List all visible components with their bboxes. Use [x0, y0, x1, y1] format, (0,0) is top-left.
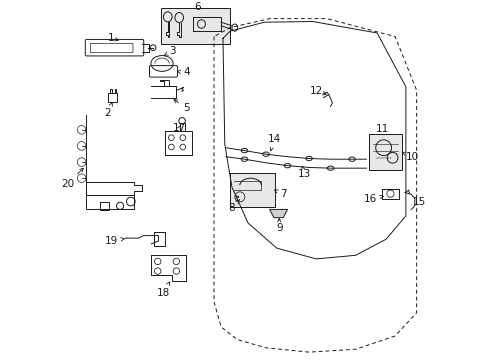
Text: 9: 9 [275, 219, 282, 233]
Text: 2: 2 [104, 103, 112, 118]
Text: 10: 10 [402, 152, 418, 162]
FancyBboxPatch shape [368, 135, 402, 170]
Text: 4: 4 [177, 67, 190, 77]
Text: 19: 19 [105, 236, 124, 246]
Text: 5: 5 [174, 100, 190, 113]
FancyBboxPatch shape [160, 8, 230, 44]
Text: 8: 8 [227, 200, 239, 213]
Text: 11: 11 [375, 124, 388, 134]
Polygon shape [269, 210, 287, 218]
Text: 16: 16 [363, 194, 383, 204]
Text: 18: 18 [156, 282, 169, 298]
Text: 3: 3 [164, 46, 176, 56]
Text: 12: 12 [309, 86, 325, 96]
Text: 7: 7 [274, 189, 286, 199]
Text: 13: 13 [298, 166, 311, 179]
Text: 17: 17 [172, 123, 185, 133]
Text: 15: 15 [411, 197, 425, 207]
Text: 6: 6 [194, 2, 201, 12]
Text: 1: 1 [107, 33, 118, 42]
Text: 14: 14 [267, 134, 281, 150]
FancyBboxPatch shape [230, 173, 274, 207]
Text: 20: 20 [61, 168, 83, 189]
